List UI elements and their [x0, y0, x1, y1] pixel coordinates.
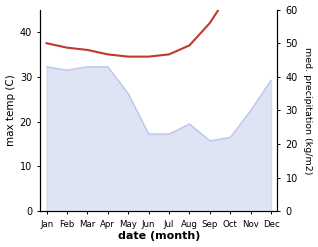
Y-axis label: max temp (C): max temp (C) — [5, 75, 16, 146]
X-axis label: date (month): date (month) — [118, 231, 200, 242]
Y-axis label: med. precipitation (kg/m2): med. precipitation (kg/m2) — [303, 47, 313, 174]
